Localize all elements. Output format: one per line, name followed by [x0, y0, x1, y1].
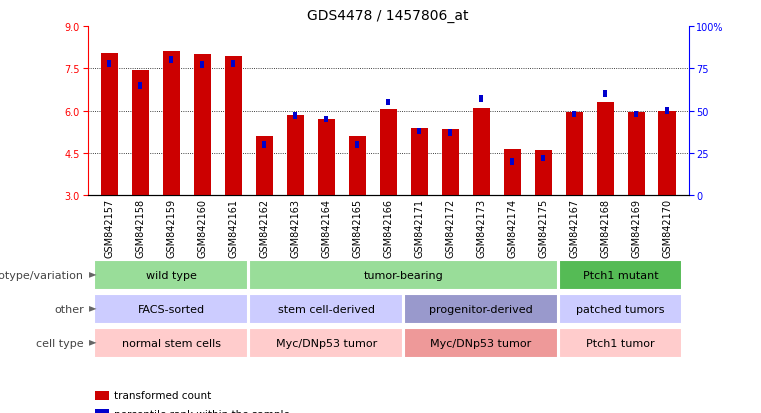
- Bar: [559, 294, 682, 324]
- Bar: [263, 142, 266, 148]
- Text: cell type: cell type: [36, 338, 84, 348]
- Bar: [559, 328, 682, 358]
- Bar: [473, 109, 489, 196]
- Bar: [448, 130, 452, 137]
- Bar: [404, 294, 558, 324]
- Bar: [250, 294, 403, 324]
- Text: patched tumors: patched tumors: [576, 304, 665, 314]
- Bar: [572, 111, 576, 118]
- Bar: [534, 151, 552, 196]
- Text: other: other: [54, 304, 84, 314]
- Text: wild type: wild type: [146, 270, 196, 280]
- Bar: [224, 57, 242, 196]
- Bar: [250, 261, 558, 290]
- Bar: [231, 61, 235, 67]
- Bar: [163, 52, 180, 196]
- Bar: [170, 57, 173, 64]
- Bar: [317, 120, 335, 196]
- Text: transformed count: transformed count: [114, 390, 212, 400]
- Text: Myc/DNp53 tumor: Myc/DNp53 tumor: [431, 338, 532, 348]
- Bar: [404, 328, 558, 358]
- Text: Ptch1 tumor: Ptch1 tumor: [586, 338, 655, 348]
- Title: GDS4478 / 1457806_at: GDS4478 / 1457806_at: [307, 9, 469, 23]
- Bar: [349, 137, 365, 196]
- Bar: [94, 328, 248, 358]
- Bar: [441, 130, 459, 196]
- Text: tumor-bearing: tumor-bearing: [364, 270, 444, 280]
- Bar: [132, 71, 148, 196]
- Text: progenitor-derived: progenitor-derived: [429, 304, 533, 314]
- Text: Ptch1 mutant: Ptch1 mutant: [583, 270, 658, 280]
- Bar: [293, 113, 297, 120]
- Bar: [139, 83, 142, 89]
- Bar: [417, 128, 421, 135]
- Bar: [107, 61, 111, 67]
- Bar: [559, 261, 682, 290]
- Bar: [634, 111, 638, 118]
- Bar: [658, 111, 676, 196]
- Bar: [380, 110, 396, 196]
- Bar: [565, 113, 583, 196]
- Bar: [100, 54, 118, 196]
- Bar: [479, 96, 483, 103]
- Bar: [200, 62, 204, 69]
- Bar: [665, 108, 669, 115]
- Bar: [355, 142, 359, 148]
- Bar: [510, 159, 514, 165]
- Bar: [287, 116, 304, 196]
- Text: percentile rank within the sample: percentile rank within the sample: [114, 409, 290, 413]
- Text: FACS-sorted: FACS-sorted: [138, 304, 205, 314]
- Bar: [193, 55, 211, 196]
- Bar: [94, 294, 248, 324]
- Bar: [94, 261, 248, 290]
- Text: normal stem cells: normal stem cells: [122, 338, 221, 348]
- Bar: [603, 91, 607, 98]
- Bar: [387, 100, 390, 106]
- Bar: [324, 116, 328, 123]
- Bar: [256, 137, 272, 196]
- Text: genotype/variation: genotype/variation: [0, 270, 84, 280]
- Bar: [541, 155, 545, 162]
- Bar: [628, 113, 645, 196]
- Bar: [411, 128, 428, 196]
- Text: Myc/DNp53 tumor: Myc/DNp53 tumor: [275, 338, 377, 348]
- Bar: [597, 103, 613, 196]
- Bar: [250, 328, 403, 358]
- Text: stem cell-derived: stem cell-derived: [278, 304, 374, 314]
- Bar: [504, 150, 521, 196]
